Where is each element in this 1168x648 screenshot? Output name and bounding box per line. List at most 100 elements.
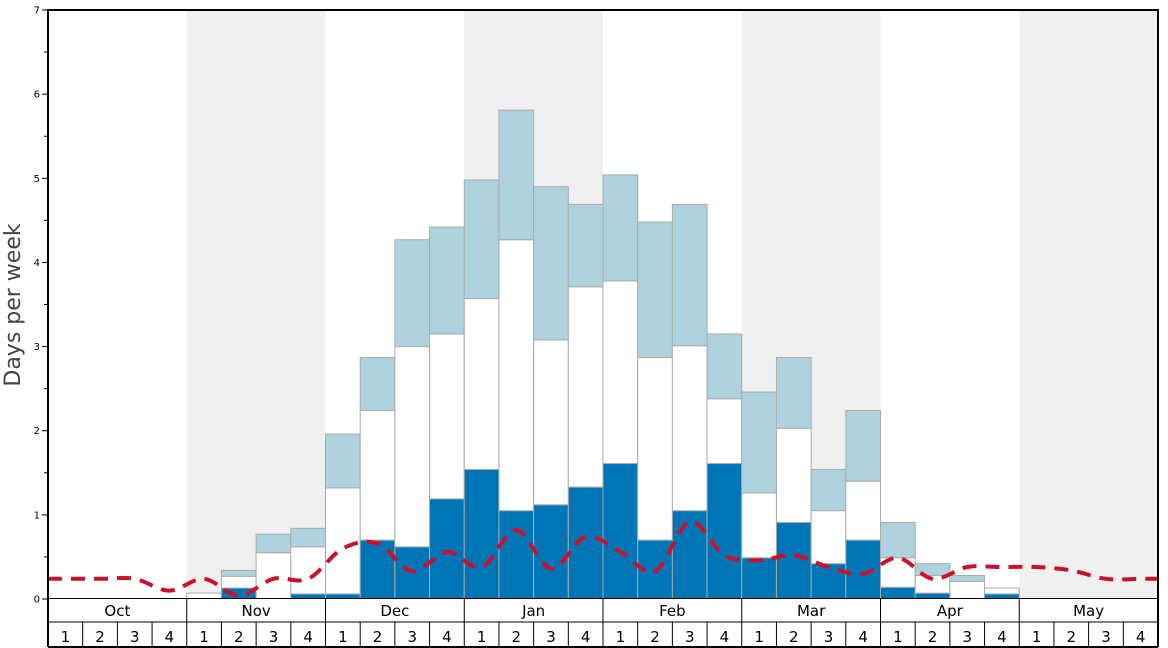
bar-top-dec-w4 bbox=[429, 226, 465, 335]
week-label-mar-4: 4 bbox=[858, 628, 868, 646]
week-label-oct-1: 1 bbox=[61, 628, 71, 646]
week-label-nov-4: 4 bbox=[303, 628, 313, 646]
bar-top-mar-w4 bbox=[845, 410, 881, 482]
y-tick-label-7: 7 bbox=[34, 6, 40, 17]
week-label-mar-2: 2 bbox=[789, 628, 799, 646]
week-label-oct-2: 2 bbox=[95, 628, 105, 646]
y-tick-label-6: 6 bbox=[34, 90, 40, 101]
month-label-may: May bbox=[1073, 602, 1104, 620]
month-label-oct: Oct bbox=[104, 602, 130, 620]
bar-middle-jan-w4 bbox=[567, 286, 604, 488]
y-axis-label: Days per week bbox=[1, 223, 26, 386]
week-label-may-4: 4 bbox=[1136, 628, 1146, 646]
week-label-dec-2: 2 bbox=[373, 628, 383, 646]
bar-bottom-dec-w2 bbox=[359, 539, 396, 600]
week-label-feb-3: 3 bbox=[685, 628, 695, 646]
bar-top-dec-w2 bbox=[359, 357, 396, 412]
bar-bottom-jan-w2 bbox=[498, 510, 535, 600]
bar-middle-mar-w2 bbox=[775, 427, 812, 523]
bar-top-jan-w4 bbox=[567, 203, 604, 288]
average-line-path bbox=[48, 519, 1158, 598]
bar-bottom-feb-w4 bbox=[706, 463, 743, 600]
bar-bottom-dec-w4 bbox=[429, 498, 465, 600]
week-label-feb-2: 2 bbox=[650, 628, 660, 646]
week-label-oct-4: 4 bbox=[165, 628, 175, 646]
week-label-feb-4: 4 bbox=[720, 628, 730, 646]
bar-middle-mar-w1 bbox=[741, 492, 777, 559]
y-tick-label-1: 1 bbox=[34, 510, 40, 521]
bar-bottom-feb-w1 bbox=[602, 463, 639, 600]
bar-bottom-feb-w3 bbox=[671, 510, 708, 600]
bar-bottom-mar-w4 bbox=[845, 539, 881, 600]
bar-top-mar-w2 bbox=[775, 357, 812, 429]
week-label-apr-3: 3 bbox=[962, 628, 972, 646]
bar-bottom-jan-w4 bbox=[567, 486, 604, 600]
bar-bottom-mar-w1 bbox=[741, 557, 777, 600]
bar-top-feb-w1 bbox=[602, 174, 639, 282]
bar-top-jan-w3 bbox=[533, 186, 569, 341]
y-tick-label-5: 5 bbox=[34, 174, 40, 185]
bar-middle-jan-w1 bbox=[463, 298, 500, 470]
bar-middle-mar-w4 bbox=[845, 480, 881, 541]
week-label-mar-3: 3 bbox=[824, 628, 834, 646]
bar-middle-apr-w4 bbox=[984, 587, 1020, 595]
average-line bbox=[48, 519, 1158, 598]
month-band-nov bbox=[186, 10, 326, 599]
bar-top-apr-w3 bbox=[949, 574, 986, 582]
bar-middle-apr-w3 bbox=[949, 580, 986, 600]
week-label-dec-3: 3 bbox=[407, 628, 417, 646]
week-label-dec-1: 1 bbox=[338, 628, 348, 646]
bar-top-jan-w1 bbox=[463, 179, 500, 300]
week-label-may-2: 2 bbox=[1067, 628, 1077, 646]
month-label-apr: Apr bbox=[937, 602, 964, 620]
month-label-mar: Mar bbox=[797, 602, 826, 620]
bar-top-feb-w4 bbox=[706, 333, 743, 400]
bar-middle-feb-w1 bbox=[602, 280, 639, 465]
y-tick-label-2: 2 bbox=[34, 426, 40, 437]
week-label-jan-3: 3 bbox=[546, 628, 556, 646]
bar-bottom-apr-w1 bbox=[880, 586, 916, 600]
bar-top-dec-w3 bbox=[394, 239, 431, 348]
bar-top-feb-w2 bbox=[637, 221, 673, 359]
bar-middle-feb-w4 bbox=[706, 398, 743, 465]
month-label-dec: Dec bbox=[380, 602, 409, 620]
week-label-dec-4: 4 bbox=[442, 628, 452, 646]
bar-top-nov-w2 bbox=[220, 569, 257, 577]
month-band-may bbox=[1019, 10, 1158, 599]
bars bbox=[186, 109, 1020, 600]
week-label-may-3: 3 bbox=[1101, 628, 1111, 646]
week-label-jan-1: 1 bbox=[477, 628, 487, 646]
bar-top-dec-w1 bbox=[325, 433, 361, 489]
bar-middle-dec-w1 bbox=[325, 487, 361, 595]
month-label-feb: Feb bbox=[659, 602, 686, 620]
y-tick-label-0: 0 bbox=[34, 595, 40, 606]
month-label-jan: Jan bbox=[521, 602, 545, 620]
bar-top-apr-w1 bbox=[880, 521, 916, 559]
week-label-may-1: 1 bbox=[1032, 628, 1042, 646]
bar-bottom-jan-w1 bbox=[463, 468, 500, 600]
bar-top-feb-w3 bbox=[671, 203, 708, 347]
week-label-mar-1: 1 bbox=[754, 628, 764, 646]
bar-middle-feb-w3 bbox=[671, 345, 708, 512]
bar-top-nov-w3 bbox=[255, 533, 292, 554]
bar-middle-dec-w4 bbox=[429, 333, 465, 500]
bar-middle-jan-w3 bbox=[533, 339, 569, 506]
bar-top-mar-w3 bbox=[810, 468, 847, 512]
week-label-jan-4: 4 bbox=[581, 628, 591, 646]
bar-top-apr-w2 bbox=[914, 563, 951, 576]
y-tick-label-4: 4 bbox=[34, 258, 40, 269]
bar-middle-jan-w2 bbox=[498, 239, 535, 512]
week-label-apr-2: 2 bbox=[928, 628, 938, 646]
bar-middle-nov-w2 bbox=[220, 575, 257, 589]
bar-middle-dec-w2 bbox=[359, 410, 396, 541]
bar-middle-dec-w3 bbox=[394, 346, 431, 548]
week-label-feb-1: 1 bbox=[616, 628, 626, 646]
x-axis: Oct 1 2 3 4 Nov 1 2 3 4 Dec 1 2 3 4 Jan 1 2 3 4 Feb 1 2 3 4 Mar 1 2… bbox=[47, 599, 1159, 648]
week-label-nov-3: 3 bbox=[269, 628, 279, 646]
week-label-nov-1: 1 bbox=[199, 628, 209, 646]
bar-top-mar-w1 bbox=[741, 391, 777, 494]
bar-bottom-jan-w3 bbox=[533, 504, 569, 600]
week-label-oct-3: 3 bbox=[130, 628, 140, 646]
week-label-jan-2: 2 bbox=[512, 628, 522, 646]
